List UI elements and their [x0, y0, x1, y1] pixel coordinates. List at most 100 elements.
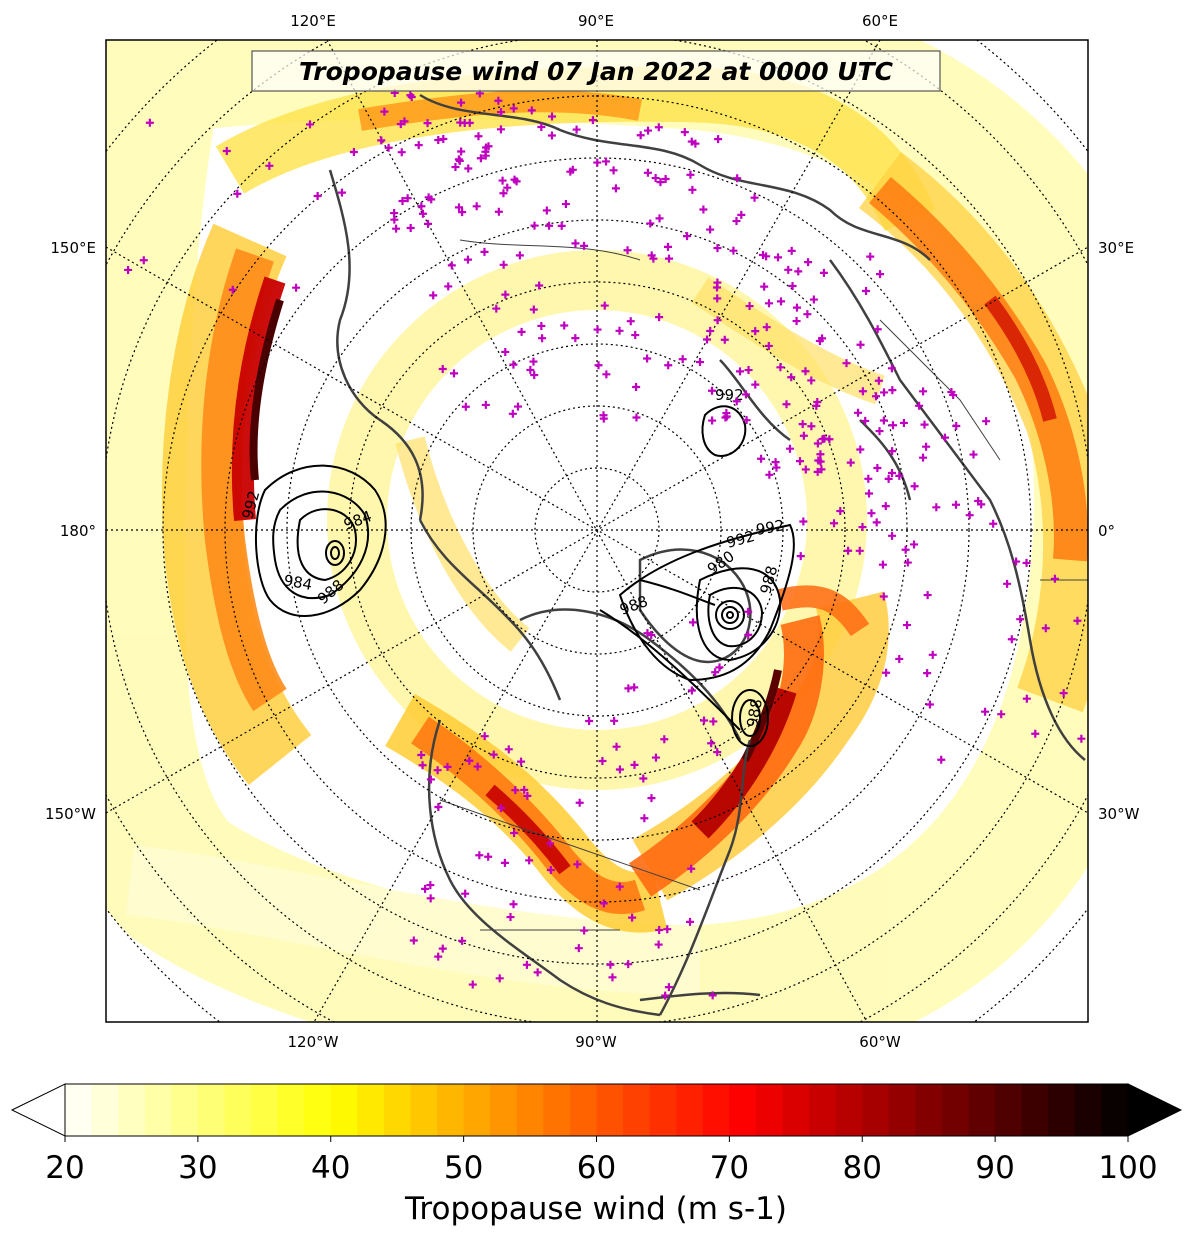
station-marker [509, 360, 518, 369]
colorbar-segment [888, 1084, 916, 1136]
station-marker [903, 621, 912, 630]
lon-label-top: 120°E [290, 12, 336, 30]
station-marker [952, 500, 961, 509]
station-marker [508, 409, 517, 418]
low-atlantic-core [726, 611, 734, 619]
station-marker [818, 435, 827, 444]
station-marker [680, 128, 689, 137]
colorbar-segment [1101, 1084, 1129, 1136]
station-marker [222, 147, 231, 156]
station-marker [880, 388, 889, 397]
station-marker [474, 132, 483, 141]
lon-label-right: 30°E [1098, 239, 1134, 257]
lon-label-right: 30°W [1098, 805, 1140, 823]
low-newfoundland-outer [731, 689, 769, 747]
station-markers [124, 88, 1086, 1000]
low-atlantic-988 [695, 567, 782, 662]
coast-east-asia [328, 169, 424, 521]
station-marker [762, 323, 771, 332]
station-marker [593, 325, 602, 334]
station-marker [458, 936, 467, 945]
station-marker [888, 531, 897, 540]
station-marker [451, 163, 460, 172]
station-marker [792, 317, 801, 326]
station-marker [228, 285, 237, 294]
station-marker [1012, 557, 1021, 566]
station-marker [406, 223, 415, 232]
station-marker [630, 683, 639, 692]
station-marker [434, 952, 443, 961]
station-marker [910, 482, 919, 491]
colorbar-segment [65, 1084, 93, 1136]
station-marker [426, 775, 435, 784]
station-marker [561, 200, 570, 209]
colorbar-segment [277, 1084, 305, 1136]
station-marker [858, 523, 867, 532]
station-marker [923, 669, 932, 678]
station-marker [928, 650, 937, 659]
station-marker [722, 409, 731, 418]
low-pacific-core [325, 540, 345, 566]
colorbar-label: Tropopause wind (m s-1) [404, 1191, 787, 1227]
colorbar-segment [1074, 1084, 1103, 1136]
coast-na-west [427, 719, 661, 1017]
station-marker [798, 420, 807, 429]
station-marker [609, 166, 618, 175]
station-marker [846, 458, 855, 467]
station-marker [751, 380, 760, 389]
station-marker [574, 944, 583, 953]
colorbar-segment [729, 1084, 757, 1136]
station-marker [624, 960, 633, 969]
station-marker [696, 358, 705, 367]
station-marker [706, 225, 715, 234]
station-marker [547, 131, 556, 140]
coast-eurasia-north [419, 93, 931, 261]
station-marker [655, 313, 664, 322]
station-marker [529, 305, 538, 314]
station-marker [492, 304, 501, 313]
colorbar-tick-label: 40 [311, 1150, 350, 1186]
station-marker [526, 365, 535, 374]
lon-label-bottom: 90°W [575, 1033, 617, 1051]
station-marker [809, 295, 818, 304]
station-marker [124, 265, 133, 274]
low-pacific-core-inner [330, 546, 340, 560]
station-marker [708, 416, 717, 425]
coast-caribbean [639, 991, 761, 1002]
station-marker [688, 185, 697, 194]
low-pacific-988 [272, 490, 370, 600]
coast-europe-africa [828, 259, 1086, 761]
colorbar-segment [437, 1084, 465, 1136]
station-marker [982, 417, 991, 426]
station-marker [733, 174, 742, 183]
station-marker [856, 445, 865, 454]
station-marker [409, 936, 418, 945]
colorbar-segment [569, 1084, 598, 1136]
station-marker [757, 454, 766, 463]
station-marker [588, 116, 597, 125]
station-marker [708, 991, 717, 1000]
station-marker [888, 421, 897, 430]
station-marker [713, 278, 722, 287]
station-marker [816, 450, 825, 459]
station-marker [855, 546, 864, 555]
station-marker [844, 546, 853, 555]
station-marker [654, 123, 663, 132]
station-marker [1031, 729, 1040, 738]
station-marker [977, 500, 986, 509]
contour-label: 988 [743, 697, 766, 728]
station-marker [774, 253, 783, 262]
wind-fill-layer-95 [249, 298, 782, 762]
lon-label-right: 0° [1098, 522, 1115, 540]
station-marker [872, 518, 881, 527]
station-marker [496, 125, 505, 134]
station-marker [765, 299, 774, 308]
station-marker [390, 215, 399, 224]
station-marker [812, 401, 821, 410]
colorbar-tick-label: 80 [843, 1150, 882, 1186]
station-marker [623, 246, 632, 255]
station-marker [1050, 574, 1059, 583]
station-marker [656, 178, 665, 187]
low-atlantic-980 [715, 600, 745, 630]
station-marker [566, 167, 575, 176]
